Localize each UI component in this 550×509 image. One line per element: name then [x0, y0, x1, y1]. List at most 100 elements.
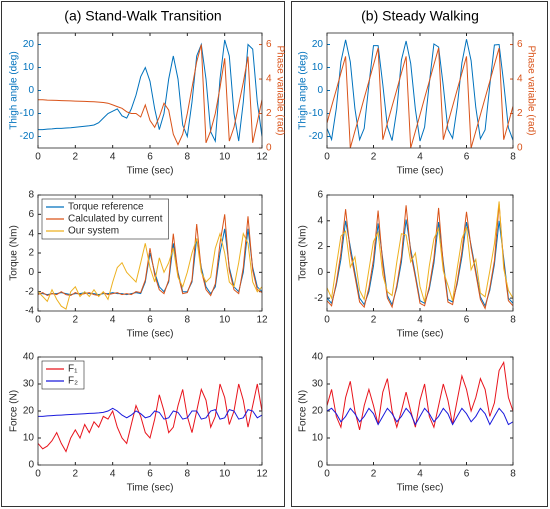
y-tick-label: -20: [20, 131, 35, 142]
y-axis-label: Thigh angle (deg): [298, 51, 309, 129]
plot-area: [327, 357, 513, 465]
x-axis-label: Time (sec): [127, 483, 174, 494]
series-line: [38, 44, 262, 146]
y2-tick-label: 4: [517, 74, 523, 85]
y-tick-label: 0: [28, 267, 34, 278]
y-axis-label: Thigh angle (deg): [9, 51, 20, 129]
y2-tick-label: 0: [517, 143, 523, 154]
x-tick-label: 0: [324, 469, 330, 480]
y-tick-label: 20: [23, 39, 35, 50]
x-tick-label: 0: [35, 152, 41, 163]
x-tick-label: 12: [256, 152, 268, 163]
x-tick-label: 0: [324, 315, 330, 326]
x-tick-label: 2: [371, 152, 377, 163]
x-axis-label: Time (sec): [397, 329, 444, 340]
series-line: [327, 407, 513, 426]
series-line: [327, 39, 513, 142]
y-axis-label: Torque (Nm): [9, 225, 20, 281]
y2-tick-label: 0: [266, 143, 272, 154]
series-line: [327, 201, 513, 303]
x-tick-label: 4: [110, 152, 116, 163]
x-tick-label: 6: [147, 315, 153, 326]
x-tick-label: 10: [219, 315, 231, 326]
y2-tick-label: 2: [266, 108, 272, 119]
x-tick-label: 4: [417, 152, 423, 163]
x-tick-label: 10: [219, 469, 231, 480]
x-tick-label: 8: [185, 469, 191, 480]
panel-title: (a) Stand-Walk Transition: [64, 8, 221, 24]
x-tick-label: 8: [185, 152, 191, 163]
axes-frame: [326, 32, 514, 149]
axes-frame: [37, 356, 263, 466]
panel-frame: [1, 1, 285, 507]
y2-axis-label: Phase variable (rad): [525, 45, 536, 135]
legend-label: Our system: [68, 226, 119, 237]
x-tick-label: 8: [510, 152, 516, 163]
legend-label: Torque reference: [68, 202, 144, 213]
series-line: [38, 214, 262, 297]
axes-frame: [326, 356, 514, 466]
x-tick-label: 8: [185, 315, 191, 326]
x-tick-label: 6: [464, 469, 470, 480]
y2-tick-label: 2: [517, 108, 523, 119]
y-tick-label: 10: [23, 62, 35, 73]
x-tick-label: 4: [110, 469, 116, 480]
x-tick-label: 0: [324, 152, 330, 163]
x-tick-label: 6: [147, 469, 153, 480]
series-line: [38, 231, 262, 310]
x-tick-label: 8: [510, 469, 516, 480]
x-tick-label: 2: [73, 315, 79, 326]
y-tick-label: 6: [28, 209, 34, 220]
x-tick-label: 4: [417, 469, 423, 480]
series-line: [327, 47, 513, 148]
legend-label: Calculated by current: [68, 214, 163, 225]
x-tick-label: 6: [464, 315, 470, 326]
series-line: [327, 203, 513, 310]
y-tick-label: 2: [317, 241, 323, 252]
x-axis-label: Time (sec): [397, 166, 444, 177]
y-tick-label: 4: [28, 228, 34, 239]
plot-area: [38, 33, 262, 148]
x-axis-label: Time (sec): [127, 166, 174, 177]
y-tick-label: 0: [317, 85, 323, 96]
y2-tick-label: 4: [266, 74, 272, 85]
x-tick-label: 8: [510, 315, 516, 326]
axes-frame: [37, 194, 263, 312]
panel-title: (b) Steady Walking: [361, 8, 479, 24]
axes-frame: [326, 194, 514, 312]
x-tick-label: 4: [110, 315, 116, 326]
y-tick-label: 20: [312, 39, 324, 50]
y-tick-label: 4: [317, 215, 323, 226]
y-tick-label: 2: [28, 248, 34, 259]
x-tick-label: 0: [35, 315, 41, 326]
x-tick-label: 2: [73, 152, 79, 163]
legend-box: [41, 360, 85, 390]
x-tick-label: 10: [219, 152, 231, 163]
y-tick-label: 20: [312, 406, 324, 417]
y-tick-label: -2: [314, 293, 323, 304]
y-axis-label: Force (N): [9, 390, 20, 432]
series-line: [38, 228, 262, 296]
x-tick-label: 4: [417, 315, 423, 326]
axes-frame: [37, 32, 263, 149]
y-tick-label: 0: [28, 460, 34, 471]
y2-tick-label: 6: [517, 39, 523, 50]
y-tick-label: 0: [28, 85, 34, 96]
y-axis-label: Torque (Nm): [298, 225, 309, 281]
y-tick-label: -2: [25, 286, 34, 297]
legend-label: F₂: [68, 376, 78, 387]
series-line: [38, 383, 262, 453]
y-tick-label: 20: [23, 406, 35, 417]
panel-frame: [291, 1, 548, 507]
series-line: [327, 360, 513, 431]
y-tick-label: -10: [20, 108, 35, 119]
y-tick-label: 30: [23, 379, 35, 390]
y-tick-label: 8: [28, 190, 34, 201]
x-axis-label: Time (sec): [397, 483, 444, 494]
y-tick-label: 6: [317, 190, 323, 201]
x-tick-label: 6: [147, 152, 153, 163]
legend-label: F₁: [68, 364, 78, 375]
y-tick-label: 0: [317, 267, 323, 278]
plot-area: [327, 195, 513, 311]
